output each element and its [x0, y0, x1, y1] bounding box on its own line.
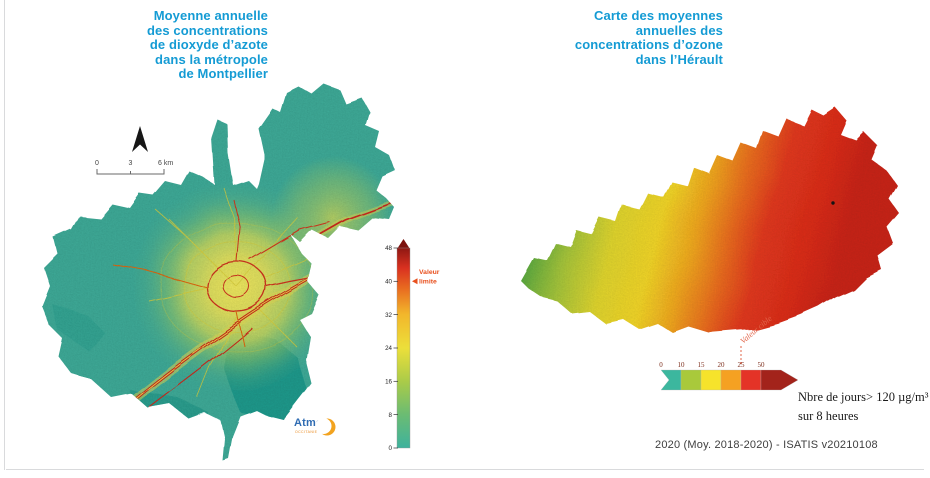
svg-text:10: 10 [678, 361, 686, 369]
left-map-title-line: dans la métropole [155, 51, 268, 67]
left-map-title-line: Moyenne annuelle [153, 8, 268, 23]
scale-bar-line [96, 169, 165, 175]
colorbar-tick-label: 48 [385, 245, 392, 252]
scale-label-3: 3 [129, 160, 133, 167]
legend-color-segments [660, 369, 799, 391]
north-arrow-icon [132, 126, 148, 152]
svg-text:limite: limite [419, 279, 437, 286]
no2-colorbar: 48 40 32 24 16 8 0 Valeur limite [385, 239, 440, 452]
left-map-title: Moyenne annuelle des concentrations de d… [80, 8, 268, 82]
right-map-title-line: dans l’Hérault [635, 51, 723, 67]
ozone-legend: Valeur cible 0 10 15 20 25 50 [659, 314, 799, 391]
page-bottom-border [6, 469, 924, 470]
north-arrow-scale-bar: 0 3 6 km [95, 126, 173, 175]
atmo-logo: Atmo OCCITANIE [291, 415, 339, 441]
page-left-border [4, 0, 5, 470]
ozone-map-herault [520, 107, 899, 333]
scale-label-0: 0 [95, 160, 99, 167]
right-map-title: Carte des moyennes annuelles des concent… [490, 8, 723, 67]
left-map-title-line: de Montpellier [178, 66, 268, 81]
right-map-title-line: annuelles des [635, 22, 723, 38]
map-source-caption: 2020 (Moy. 2018-2020) - ISATIS v20210108 [655, 439, 878, 451]
limit-value-label: Valeur limite [419, 269, 440, 286]
right-map-title-line: Carte des moyennes [594, 8, 723, 23]
crescent-icon [315, 418, 336, 436]
colorbar-ticks: 48 40 32 24 16 8 0 [385, 245, 398, 452]
colorbar-arrow-tip [397, 239, 410, 249]
colorbar-tick-label: 16 [385, 379, 392, 386]
legend-tick-labels: 0 10 15 20 25 50 [659, 361, 765, 369]
legend-description: Nbre de jours> 120 µg/m³ sur 8 heures [798, 388, 930, 426]
colorbar-tick-label: 40 [385, 279, 392, 286]
colorbar-tick-label: 32 [385, 312, 392, 319]
svg-text:0: 0 [659, 361, 663, 369]
right-map-title-line: concentrations d’ozone [574, 37, 723, 52]
svg-text:15: 15 [698, 361, 706, 369]
city-marker-dot [831, 201, 835, 205]
svg-text:Valeur: Valeur [419, 269, 440, 276]
legend-description-line: sur 8 heures [798, 409, 859, 423]
colorbar-tick-label: 8 [389, 412, 393, 419]
left-map-title-line: des concentrations [147, 22, 268, 38]
legend-description-line: Nbre de jours> 120 µg/m³ [798, 390, 929, 404]
colorbar-tick-label: 0 [389, 445, 393, 452]
left-map-title-line: de dioxyde d’azote [149, 37, 268, 52]
no2-map-montpellier [42, 84, 395, 460]
scale-label-6km: 6 km [158, 160, 173, 167]
svg-text:50: 50 [758, 361, 766, 369]
atmo-logo-subtext: OCCITANIE [295, 430, 318, 434]
colorbar-tick-label: 24 [385, 345, 392, 352]
svg-text:25: 25 [738, 361, 746, 369]
limit-arrow-icon [412, 278, 418, 285]
svg-text:20: 20 [718, 361, 726, 369]
